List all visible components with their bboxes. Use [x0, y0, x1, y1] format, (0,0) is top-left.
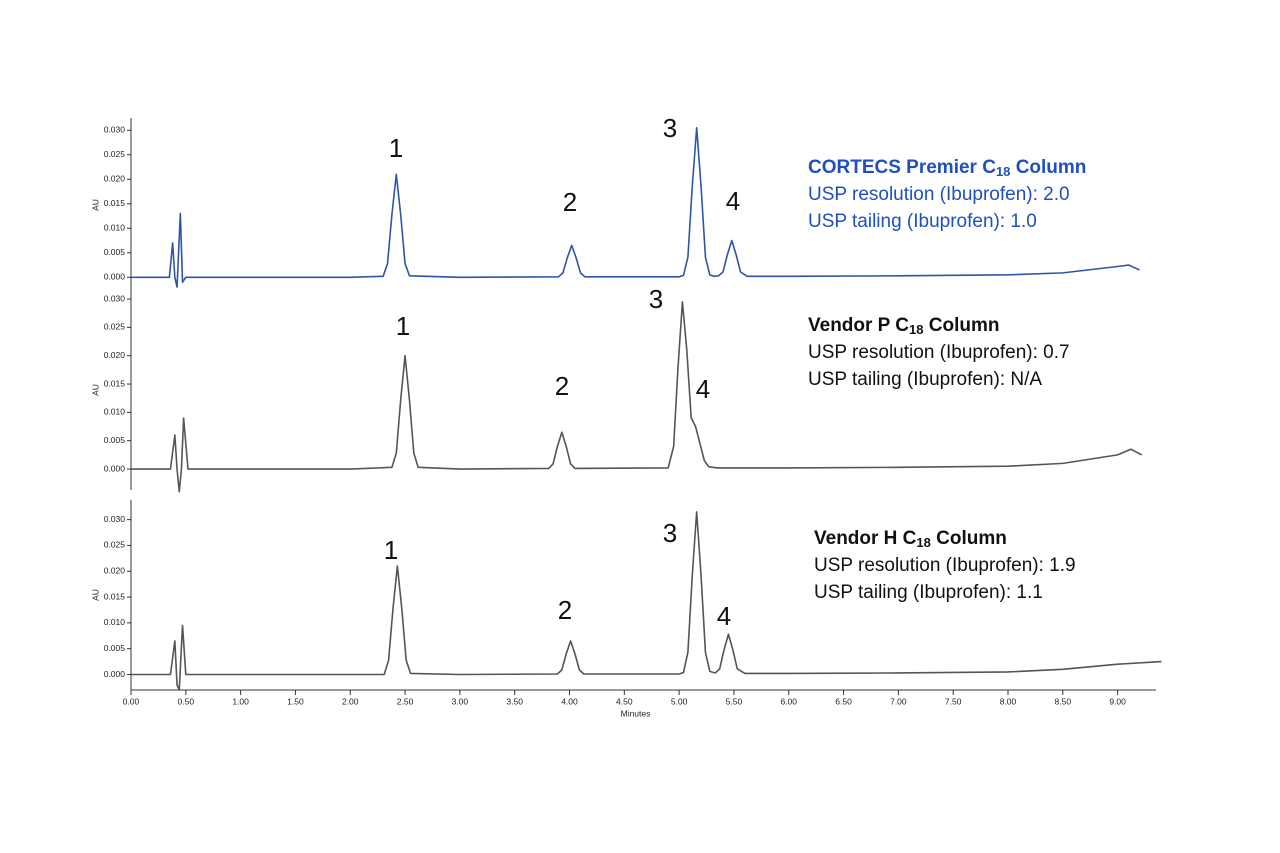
x-tick-label: 1.00	[232, 696, 249, 706]
peak-label: 1	[396, 311, 410, 341]
y-tick-label: 0.005	[104, 643, 126, 653]
peak-label: 3	[663, 113, 677, 143]
x-tick-label: 3.50	[506, 696, 523, 706]
x-tick-label: 8.50	[1055, 696, 1072, 706]
y-tick-label: 0.020	[104, 566, 126, 576]
x-tick-label: 5.00	[671, 696, 688, 706]
legend-line: USP resolution (Ibuprofen): 2.0	[808, 184, 1070, 205]
legend-title: CORTECS Premier C18 Column	[808, 157, 1086, 179]
y-tick-label: 0.030	[104, 514, 126, 524]
peak-label: 4	[717, 601, 731, 631]
x-tick-label: 5.50	[726, 696, 743, 706]
y-tick-label: 0.010	[104, 407, 126, 417]
y-tick-label: 0.000	[104, 463, 126, 473]
peak-label: 1	[389, 133, 403, 163]
y-tick-label: 0.000	[104, 669, 126, 679]
legend-title: Vendor H C18 Column	[814, 528, 1007, 550]
x-axis-label: Minutes	[621, 708, 651, 718]
legend-title-text: CORTECS Premier C	[808, 157, 996, 178]
legend-title-subscript: 18	[909, 322, 923, 337]
peak-label: 3	[649, 284, 663, 314]
y-tick-label: 0.005	[104, 247, 126, 257]
legend-line: USP resolution (Ibuprofen): 1.9	[814, 555, 1076, 576]
y-tick-label: 0.010	[104, 223, 126, 233]
y-tick-label: 0.020	[104, 174, 126, 184]
x-tick-label: 6.00	[780, 696, 797, 706]
legend-title-text: Vendor H C	[814, 528, 917, 549]
y-tick-label: 0.030	[104, 293, 126, 303]
x-tick-label: 0.00	[123, 696, 140, 706]
peak-label: 2	[555, 371, 569, 401]
y-tick-label: 0.015	[104, 591, 126, 601]
legend-title: Vendor P C18 Column	[808, 315, 999, 337]
y-tick-label: 0.025	[104, 540, 126, 550]
x-tick-label: 4.00	[561, 696, 578, 706]
peak-label: 1	[384, 535, 398, 565]
y-axis-label: AU	[90, 384, 100, 396]
peak-label: 2	[563, 187, 577, 217]
legend-title-tail: Column	[931, 528, 1007, 549]
y-tick-label: 0.020	[104, 350, 126, 360]
y-tick-label: 0.030	[104, 125, 126, 135]
y-tick-label: 0.015	[104, 198, 126, 208]
x-tick-label: 7.00	[890, 696, 907, 706]
y-tick-label: 0.025	[104, 149, 126, 159]
legend-line: USP tailing (Ibuprofen): N/A	[808, 369, 1042, 390]
legend-line: USP tailing (Ibuprofen): 1.1	[814, 582, 1043, 603]
peak-label: 4	[696, 374, 710, 404]
legend-title-subscript: 18	[916, 535, 930, 550]
chromatogram-trace	[131, 127, 1140, 288]
legend-title-tail: Column	[1010, 157, 1086, 178]
y-tick-label: 0.005	[104, 435, 126, 445]
x-tick-label: 2.50	[397, 696, 414, 706]
legend-title-tail: Column	[923, 315, 999, 336]
x-tick-label: 8.00	[1000, 696, 1017, 706]
x-tick-label: 0.50	[178, 696, 195, 706]
x-tick-label: 2.00	[342, 696, 359, 706]
legend-line: USP resolution (Ibuprofen): 0.7	[808, 342, 1070, 363]
y-axis-label: AU	[90, 589, 100, 601]
y-tick-label: 0.000	[104, 272, 126, 282]
x-tick-label: 6.50	[835, 696, 852, 706]
y-tick-label: 0.025	[104, 322, 126, 332]
peak-label: 4	[726, 186, 740, 216]
y-axis-label: AU	[90, 199, 100, 211]
chromatogram-trace	[131, 511, 1162, 691]
chromatogram-trace	[131, 301, 1143, 493]
x-tick-label: 4.50	[616, 696, 633, 706]
x-tick-label: 7.50	[945, 696, 962, 706]
y-tick-label: 0.010	[104, 617, 126, 627]
legend-title-subscript: 18	[996, 164, 1010, 179]
peak-label: 3	[663, 518, 677, 548]
y-tick-label: 0.015	[104, 378, 126, 388]
x-tick-label: 3.00	[452, 696, 469, 706]
peak-label: 2	[558, 595, 572, 625]
legend-title-text: Vendor P C	[808, 315, 909, 336]
legend-line: USP tailing (Ibuprofen): 1.0	[808, 211, 1037, 232]
x-tick-label: 9.00	[1109, 696, 1126, 706]
x-tick-label: 1.50	[287, 696, 304, 706]
